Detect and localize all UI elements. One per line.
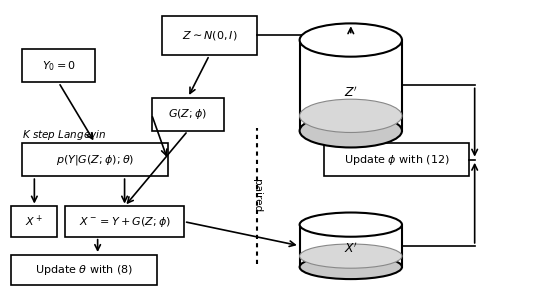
Ellipse shape xyxy=(300,99,402,133)
Text: $X'$: $X'$ xyxy=(343,242,358,257)
Text: $Z'$: $Z'$ xyxy=(344,85,358,100)
FancyBboxPatch shape xyxy=(152,98,224,131)
Polygon shape xyxy=(300,40,402,131)
FancyBboxPatch shape xyxy=(11,206,57,237)
FancyBboxPatch shape xyxy=(22,49,95,82)
Ellipse shape xyxy=(300,23,402,57)
Text: $Z \sim N(0, I)$: $Z \sim N(0, I)$ xyxy=(181,29,237,42)
Ellipse shape xyxy=(300,244,402,268)
Ellipse shape xyxy=(300,255,402,279)
Text: $Y_0 = 0$: $Y_0 = 0$ xyxy=(42,59,76,73)
Text: $G(Z;\phi)$: $G(Z;\phi)$ xyxy=(168,107,207,121)
Text: $X^+$: $X^+$ xyxy=(25,214,43,229)
Text: paired: paired xyxy=(252,179,261,212)
Text: $K$ step Langevin: $K$ step Langevin xyxy=(22,128,107,142)
Polygon shape xyxy=(300,225,402,267)
Text: $p(Y|G(Z;\phi);\theta)$: $p(Y|G(Z;\phi);\theta)$ xyxy=(56,153,134,167)
FancyBboxPatch shape xyxy=(163,16,256,55)
Text: Update $\phi$ with (12): Update $\phi$ with (12) xyxy=(343,153,449,167)
Ellipse shape xyxy=(300,212,402,237)
FancyBboxPatch shape xyxy=(22,143,167,176)
Text: $X^- = Y + G(Z;\phi)$: $X^- = Y + G(Z;\phi)$ xyxy=(78,215,171,229)
FancyBboxPatch shape xyxy=(65,206,184,237)
Text: Update $\theta$ with (8): Update $\theta$ with (8) xyxy=(35,263,133,277)
FancyBboxPatch shape xyxy=(324,143,469,176)
FancyBboxPatch shape xyxy=(11,255,157,285)
Ellipse shape xyxy=(300,114,402,147)
